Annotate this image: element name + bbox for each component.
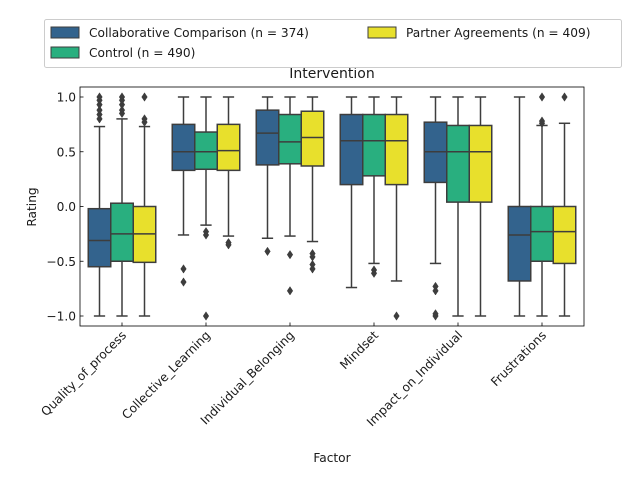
x-tick-label: Mindset <box>337 328 381 372</box>
outlier-point <box>141 114 148 124</box>
x-tick-label: Frustrations <box>488 328 549 389</box>
legend-label: Partner Agreements (n = 409) <box>406 26 591 40</box>
outlier-point <box>118 92 126 102</box>
outlier-point <box>432 311 439 321</box>
legend-item: Control (n = 490) <box>50 46 195 60</box>
box-iqr <box>255 109 280 166</box>
x-tick-label: Impact_on_Individual <box>364 328 465 429</box>
x-tick-label: Individual_Belonging <box>198 328 297 427</box>
y-tick-label: −0.5 <box>46 255 76 269</box>
outlier-point <box>202 311 210 321</box>
y-axis-label: Rating <box>25 187 39 226</box>
outlier-point <box>286 286 294 296</box>
box-group <box>552 92 577 317</box>
legend-item: Partner Agreements (n = 409) <box>367 26 591 40</box>
box-iqr <box>300 110 325 167</box>
box-iqr <box>194 131 218 171</box>
outlier-point <box>180 277 187 287</box>
y-tick-label: 1.0 <box>57 91 76 105</box>
outlier-point <box>393 311 400 321</box>
box-group <box>216 96 241 250</box>
y-tick-label: 0.5 <box>57 145 76 159</box>
box-group <box>255 96 280 257</box>
x-tick-label: Collective_Learning <box>119 328 213 422</box>
outlier-point <box>370 268 378 278</box>
box-iqr <box>446 124 470 203</box>
box-group <box>530 92 554 317</box>
box-iqr <box>216 123 241 172</box>
box-group <box>507 96 532 317</box>
box-group <box>110 92 134 317</box>
box-group <box>300 96 325 274</box>
legend-frame <box>44 19 622 68</box>
legend-swatch <box>50 26 80 39</box>
outlier-point <box>225 240 232 250</box>
outlier-point <box>432 286 439 296</box>
outlier-point <box>96 105 103 115</box>
outlier-point <box>538 116 546 126</box>
legend-label: Collaborative Comparison (n = 374) <box>89 26 309 40</box>
box-iqr <box>362 113 386 177</box>
x-axis: Quality_of_processCollective_LearningInd… <box>38 322 549 429</box>
box-group <box>446 96 470 317</box>
box-group <box>278 96 302 296</box>
y-axis: −1.0 −0.5 0.0 0.5 1.0 <box>46 91 84 324</box>
box-group <box>384 96 409 321</box>
box-group <box>87 92 112 317</box>
box-iqr <box>339 113 364 186</box>
legend-item: Collaborative Comparison (n = 374) <box>50 26 309 40</box>
x-tick-label: Quality_of_process <box>38 328 129 419</box>
box-iqr <box>110 202 134 262</box>
box-iqr <box>171 123 196 172</box>
outlier-point <box>180 264 187 274</box>
box-iqr <box>278 113 302 165</box>
box-iqr <box>87 207 112 268</box>
box-iqr <box>552 205 577 265</box>
box-iqr <box>468 124 493 203</box>
outlier-point <box>96 92 103 102</box>
legend-swatch <box>367 26 397 39</box>
box-group <box>171 96 196 287</box>
outlier-point <box>141 92 148 102</box>
box-group <box>423 96 448 321</box>
box-group <box>362 96 386 278</box>
box-group <box>339 96 364 289</box>
legend: Collaborative Comparison (n = 374) Contro… <box>44 19 622 68</box>
outlier-point <box>309 264 316 274</box>
outlier-point <box>286 250 294 260</box>
plot-area <box>87 92 577 321</box>
box-iqr <box>507 205 532 282</box>
outlier-point <box>264 246 271 257</box>
legend-label: Control (n = 490) <box>89 46 195 60</box>
outlier-point <box>538 92 546 102</box>
box-group <box>468 96 493 317</box>
y-tick-label: −1.0 <box>46 310 76 324</box>
outlier-point <box>118 105 126 115</box>
box-iqr <box>384 113 409 186</box>
legend-swatch <box>50 46 80 59</box>
x-axis-label: Factor <box>313 451 351 465</box>
box-group <box>194 96 218 321</box>
outlier-point <box>202 230 210 240</box>
outlier-point <box>561 92 568 102</box>
box-group <box>132 92 157 317</box>
box-iqr <box>530 205 554 262</box>
y-tick-label: 0.0 <box>57 200 76 214</box>
chart-title: Intervention <box>289 66 374 82</box>
